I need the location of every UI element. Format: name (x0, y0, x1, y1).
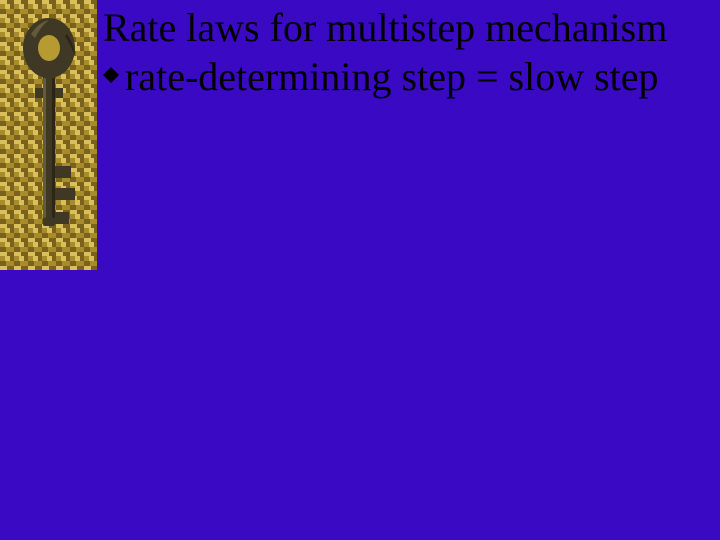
diamond-bullet-icon (103, 55, 125, 88)
slide-title: Rate laws for multistep mechanism (103, 6, 700, 51)
key-icon (21, 16, 77, 252)
slide: Rate laws for multistep mechanism rate-d… (0, 0, 720, 540)
bullet-item: rate-determining step = slow step (103, 55, 700, 100)
sidebar-key-image (0, 0, 97, 270)
content-area: Rate laws for multistep mechanism rate-d… (97, 0, 720, 540)
bullet-text: rate-determining step = slow step (125, 55, 659, 100)
sidebar-lower-fill (0, 270, 97, 540)
